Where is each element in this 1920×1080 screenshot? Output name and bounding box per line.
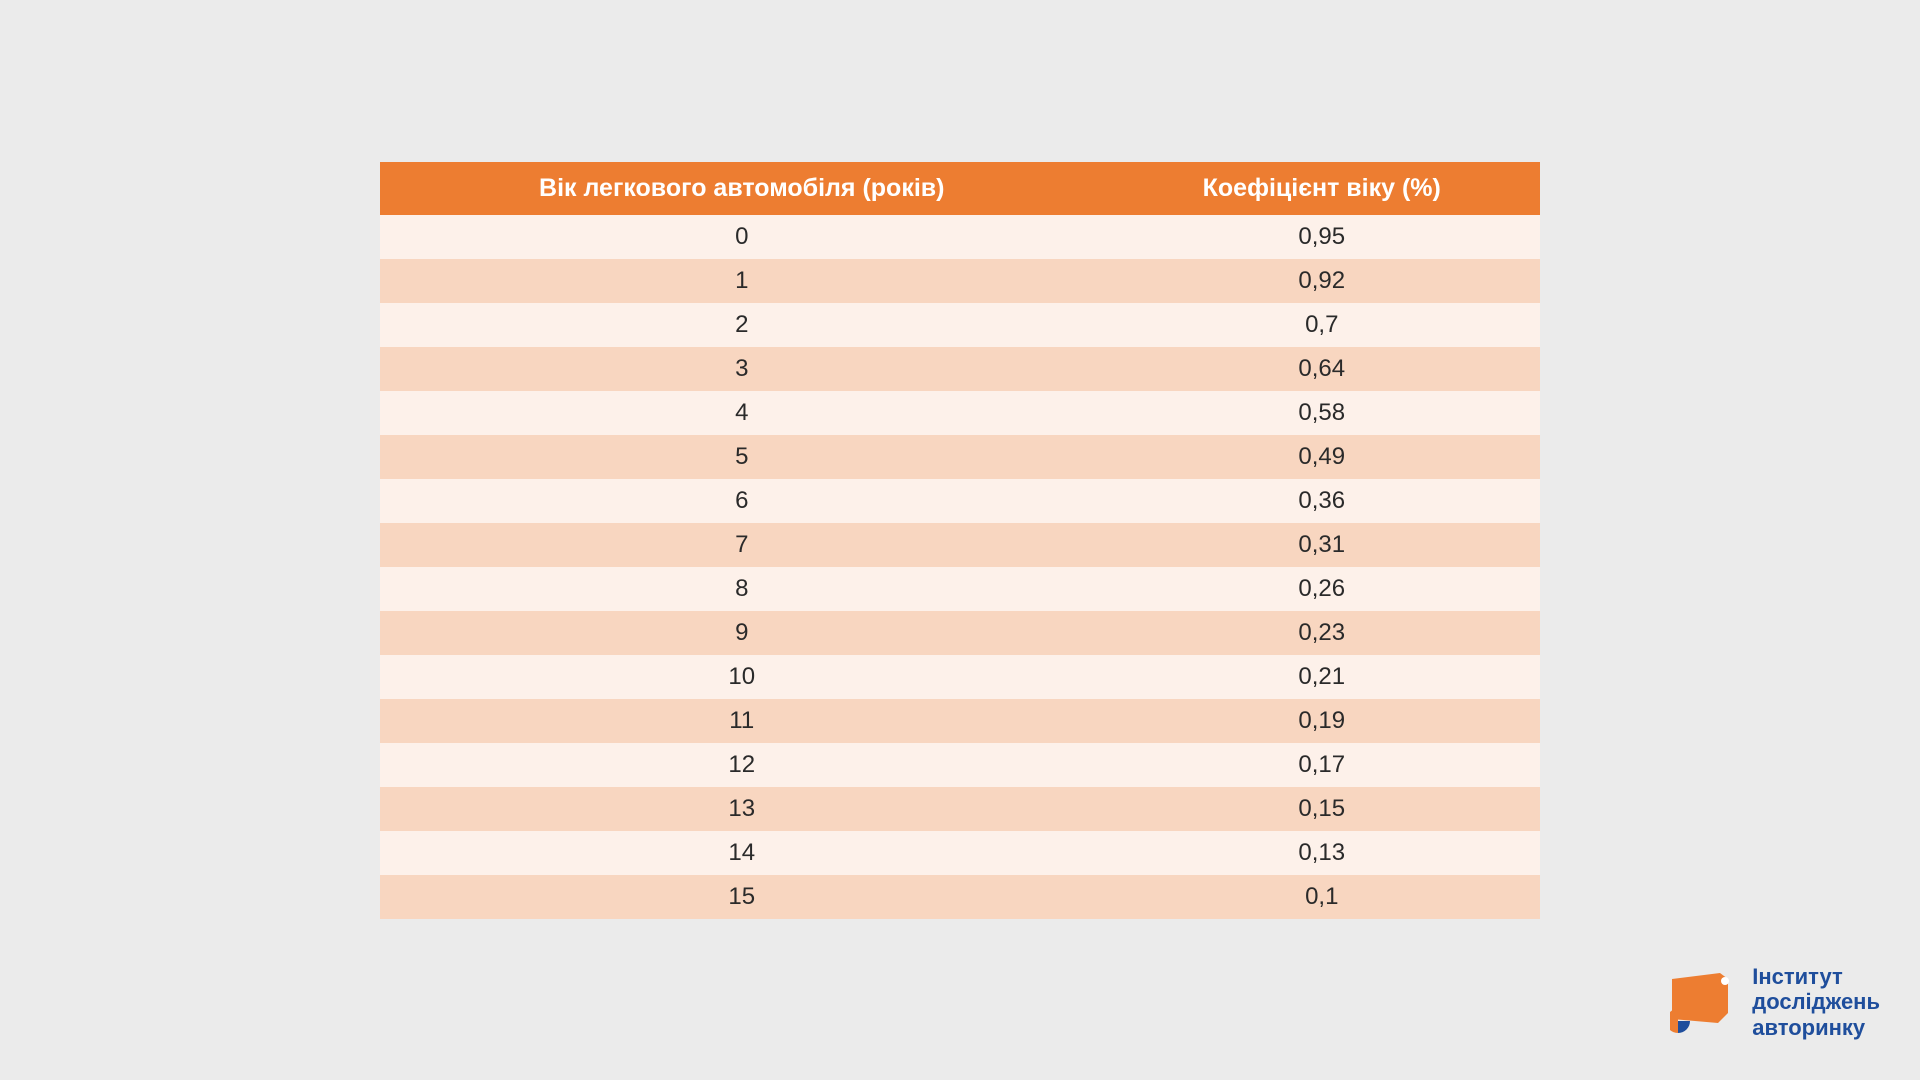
table-cell: 0,95 (1104, 215, 1540, 259)
table-cell: 4 (380, 391, 1104, 435)
table-cell: 0,13 (1104, 831, 1540, 875)
table-cell: 9 (380, 611, 1104, 655)
logo-text: Інститут досліджень авторинку (1752, 964, 1880, 1040)
table-cell: 6 (380, 479, 1104, 523)
table-cell: 7 (380, 523, 1104, 567)
table-row: 80,26 (380, 567, 1540, 611)
table-cell: 0,92 (1104, 259, 1540, 303)
logo-icon (1670, 971, 1740, 1033)
logo-line2: досліджень (1752, 989, 1880, 1014)
table-row: 100,21 (380, 655, 1540, 699)
table-cell: 0,26 (1104, 567, 1540, 611)
table-cell: 0,31 (1104, 523, 1540, 567)
table-row: 60,36 (380, 479, 1540, 523)
table-row: 130,15 (380, 787, 1540, 831)
table-cell: 0,19 (1104, 699, 1540, 743)
table-cell: 0,58 (1104, 391, 1540, 435)
table-cell: 0 (380, 215, 1104, 259)
age-coefficient-table: Вік легкового автомобіля (років) Коефіці… (380, 162, 1540, 919)
table-cell: 0,7 (1104, 303, 1540, 347)
table-container: Вік легкового автомобіля (років) Коефіці… (380, 162, 1540, 919)
table-cell: 10 (380, 655, 1104, 699)
table-cell: 12 (380, 743, 1104, 787)
table-cell: 14 (380, 831, 1104, 875)
column-header-coefficient: Коефіцієнт віку (%) (1104, 162, 1540, 215)
table-cell: 0,1 (1104, 875, 1540, 919)
table-row: 90,23 (380, 611, 1540, 655)
table-row: 70,31 (380, 523, 1540, 567)
logo-line1: Інститут (1752, 964, 1880, 989)
table-cell: 15 (380, 875, 1104, 919)
table-row: 50,49 (380, 435, 1540, 479)
table-cell: 13 (380, 787, 1104, 831)
table-cell: 0,49 (1104, 435, 1540, 479)
table-row: 40,58 (380, 391, 1540, 435)
table-body: 00,9510,9220,730,6440,5850,4960,3670,318… (380, 215, 1540, 919)
table-header: Вік легкового автомобіля (років) Коефіці… (380, 162, 1540, 215)
table-cell: 0,36 (1104, 479, 1540, 523)
table-cell: 2 (380, 303, 1104, 347)
table-cell: 5 (380, 435, 1104, 479)
table-row: 20,7 (380, 303, 1540, 347)
column-header-age: Вік легкового автомобіля (років) (380, 162, 1104, 215)
table-row: 110,19 (380, 699, 1540, 743)
table-cell: 0,17 (1104, 743, 1540, 787)
table-cell: 1 (380, 259, 1104, 303)
institute-logo: Інститут досліджень авторинку (1670, 964, 1880, 1040)
table-cell: 0,64 (1104, 347, 1540, 391)
logo-line3: авторинку (1752, 1015, 1880, 1040)
table-row: 140,13 (380, 831, 1540, 875)
table-cell: 11 (380, 699, 1104, 743)
table-cell: 0,15 (1104, 787, 1540, 831)
table-row: 150,1 (380, 875, 1540, 919)
table-cell: 0,21 (1104, 655, 1540, 699)
table-cell: 3 (380, 347, 1104, 391)
table-row: 30,64 (380, 347, 1540, 391)
table-row: 10,92 (380, 259, 1540, 303)
table-cell: 0,23 (1104, 611, 1540, 655)
table-cell: 8 (380, 567, 1104, 611)
table-row: 00,95 (380, 215, 1540, 259)
table-row: 120,17 (380, 743, 1540, 787)
